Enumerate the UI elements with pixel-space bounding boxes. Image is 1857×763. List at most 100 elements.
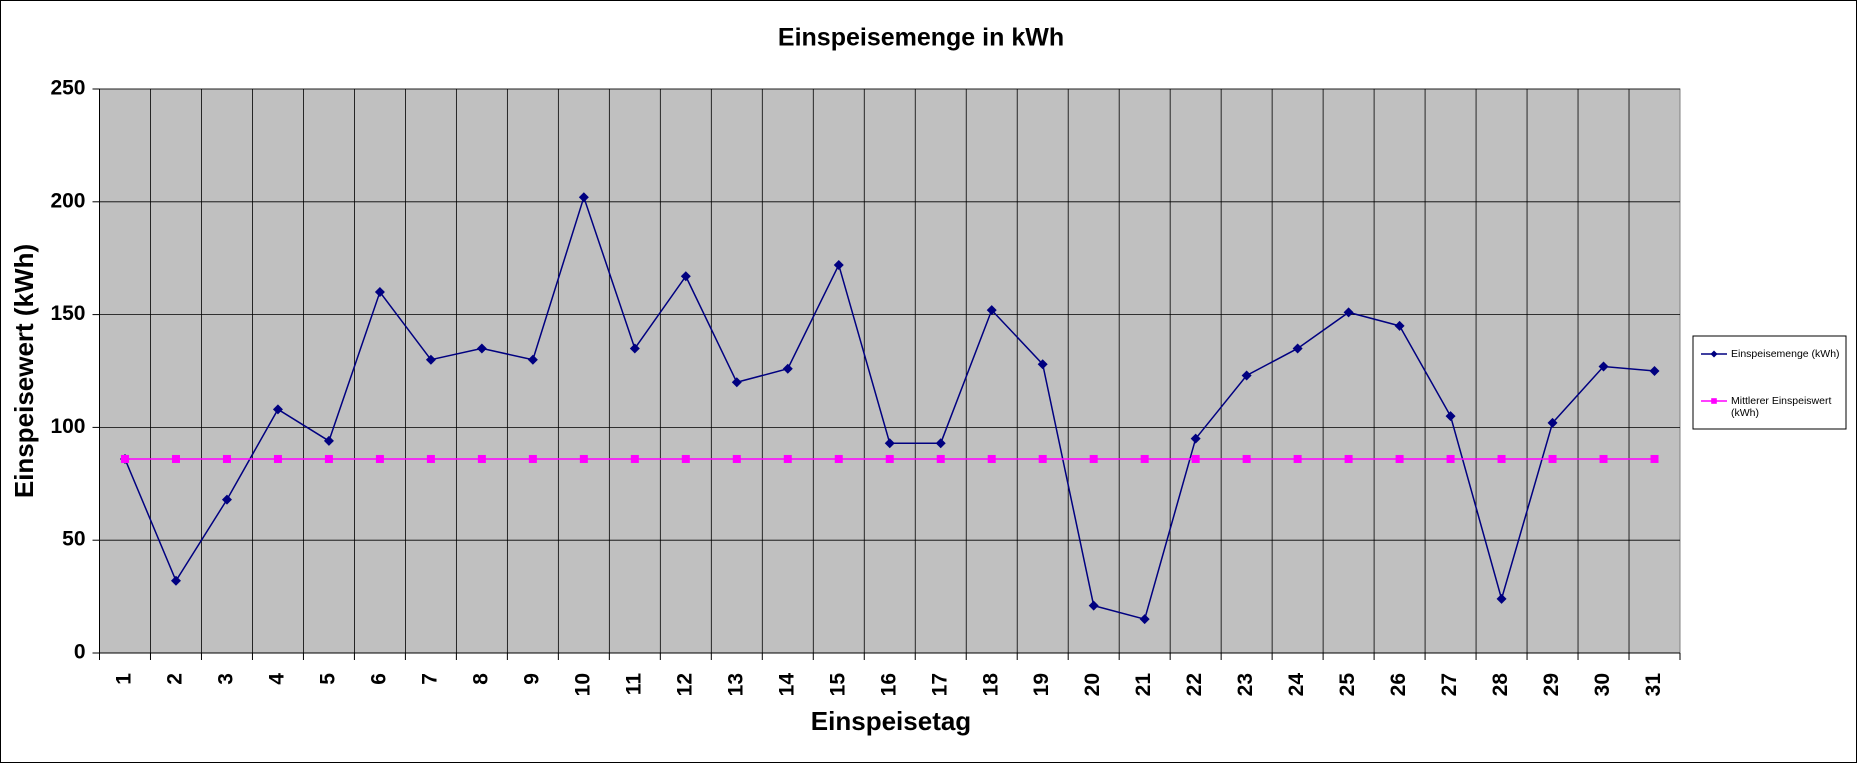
data-point [1711,398,1717,404]
data-point [884,438,895,449]
y-axis-label: Einspeisewert (kWh) [9,244,39,498]
data-point [1037,359,1048,370]
data-point [1445,411,1456,422]
x-tick-label: 31 [1642,673,1665,697]
chart-title: Einspeisemenge in kWh [778,24,1064,52]
x-tick-label: 3 [215,673,238,685]
x-tick-label: 21 [1132,673,1155,697]
data-point [120,454,129,463]
data-point [1089,454,1098,463]
data-point [324,454,333,463]
data-point [1548,454,1557,463]
data-point [1343,307,1354,318]
data-point [1139,614,1150,625]
data-point [630,454,639,463]
data-point [732,454,741,463]
data-point [170,575,181,586]
x-tick-label: 7 [418,673,441,685]
data-point [222,454,231,463]
x-tick-label: 14 [775,673,798,697]
data-point [1497,454,1506,463]
y-tick-label: 250 [50,77,85,100]
y-tick-label: 150 [50,302,85,325]
data-point [783,454,792,463]
x-tick-label: 1 [113,673,136,685]
x-tick-label: 20 [1081,673,1104,696]
x-tick-label: 12 [673,673,696,696]
data-point [1190,433,1201,444]
y-tick-label: 50 [62,528,85,551]
data-point [1395,454,1404,463]
legend-label: Mittlerer Einspeiswert (kWh) [1731,395,1831,419]
data-point [375,454,384,463]
x-tick-label: 10 [571,673,594,696]
data-point [629,343,640,354]
data-point [272,404,283,415]
data-point [579,454,588,463]
data-point [833,259,844,270]
data-point [527,354,538,365]
data-point [1242,454,1251,463]
data-point [1140,454,1149,463]
x-tick-label: 28 [1489,673,1512,697]
data-point [528,454,537,463]
data-point [1088,600,1099,611]
data-point [1496,593,1507,604]
x-tick-label: 27 [1438,673,1461,696]
data-point [1038,454,1047,463]
x-tick-label: 23 [1234,673,1257,696]
data-point [1191,454,1200,463]
data-point [1649,366,1660,376]
y-tick-label: 0 [74,641,86,664]
data-point [1650,454,1659,463]
legend-label-line: Mittlerer Einspeiswert [1731,395,1831,407]
data-point [1292,343,1303,354]
data-point [221,494,232,505]
data-point [885,454,894,463]
data-point [425,354,436,365]
data-point [1241,370,1252,381]
x-tick-label: 26 [1387,673,1410,696]
data-point [273,454,282,463]
x-tick-label: 5 [316,673,339,685]
data-point [986,305,997,316]
data-point [171,454,180,463]
x-tick-label: 17 [928,673,951,696]
x-axis-label: Einspeisetag [811,706,971,736]
y-tick-label: 200 [50,189,85,212]
data-point [1293,454,1302,463]
data-point [731,377,742,388]
x-tick-label: 9 [520,673,543,685]
data-point [1344,454,1353,463]
data-point [374,287,385,298]
x-tick-label: 16 [877,673,900,696]
x-tick-label: 18 [979,673,1002,697]
x-tick-label: 2 [164,673,187,685]
x-tick-label: 22 [1183,673,1206,696]
data-point [935,438,946,449]
data-point [987,454,996,463]
data-point [1710,350,1718,358]
data-point [426,454,435,463]
plot-area [99,88,1681,654]
x-tick-label: 30 [1591,673,1614,696]
data-point [1598,361,1609,372]
legend-label: Einspeisemenge (kWh) [1731,348,1840,360]
x-tick-label: 24 [1285,673,1308,697]
data-point [476,343,487,354]
data-point [1547,417,1558,428]
x-tick-label: 13 [724,673,747,696]
data-point [782,363,793,374]
data-point [834,454,843,463]
data-point [1394,320,1405,331]
y-tick-label: 100 [50,415,85,438]
x-tick-label: 19 [1030,673,1053,696]
x-tick-label: 6 [367,673,390,685]
x-tick-label: 11 [622,673,645,696]
data-point [936,454,945,463]
legend-label-line: (kWh) [1731,407,1759,419]
legend-box [1692,335,1847,430]
data-point [1446,454,1455,463]
x-tick-label: 25 [1336,673,1359,697]
data-point [1599,454,1608,463]
